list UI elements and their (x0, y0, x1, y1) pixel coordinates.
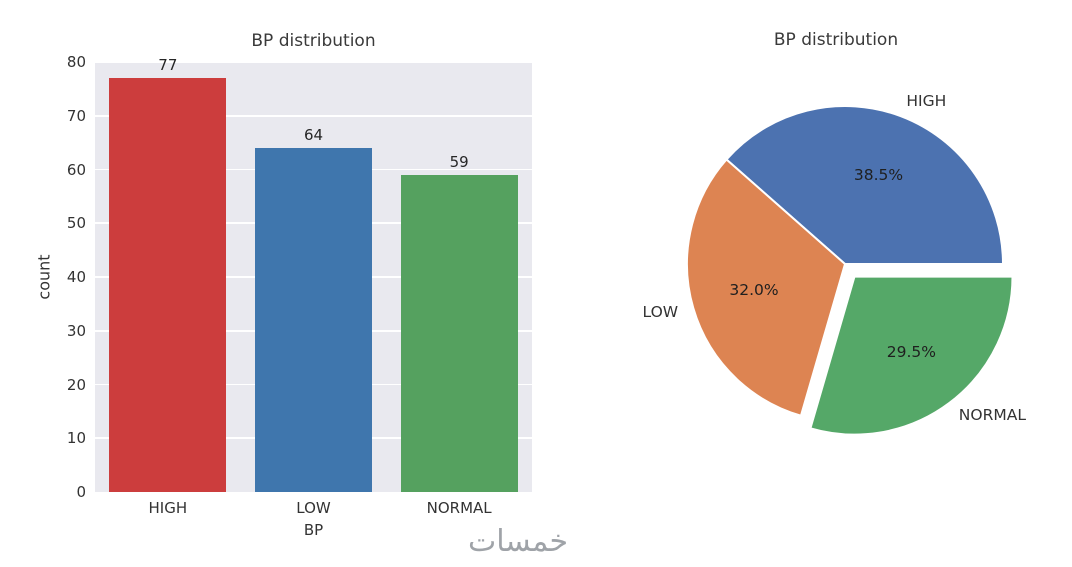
x-tick-label: NORMAL (426, 499, 492, 517)
bar-x-axis-label: BP (303, 521, 324, 539)
y-tick-label: 30 (66, 321, 86, 340)
pie-chart-title: BP distribution (773, 30, 899, 50)
bar-plot-area (95, 61, 532, 492)
bar-chart-panel: BP distribution count 77 64 59 HIGH LOW NORM… (35, 31, 532, 539)
pie-slice-label: LOW (642, 303, 678, 321)
pie-slice-label: NORMAL (959, 406, 1027, 424)
pie-slice-high (725, 104, 1004, 265)
pie-percent-label: 32.0% (729, 281, 778, 299)
pie-chart: 38.5% HIGH 32.0% LOW 29.5% NORMAL (642, 92, 1027, 436)
y-tick-label: 50 (66, 214, 86, 233)
pie-slice-low (686, 158, 846, 417)
bar-value-label: 77 (158, 56, 178, 75)
y-tick-label: 80 (66, 53, 86, 71)
y-tick-label: 10 (66, 429, 86, 448)
pie-percent-label: 38.5% (854, 166, 903, 184)
y-tick-label: 70 (66, 106, 86, 125)
bar-low (255, 148, 372, 492)
pie-slice-label: HIGH (906, 92, 946, 110)
pie-chart-panel: BP distribution 38.5% HIGH 32.0% LOW 29.5% NO… (600, 14, 1072, 534)
bar-chart-title: BP distribution (251, 31, 376, 51)
bar-normal (400, 174, 518, 492)
pie-percent-label: 29.5% (887, 343, 936, 361)
watermark: خمسات (467, 524, 569, 559)
y-tick-label: 0 (76, 483, 86, 501)
bar-value-label: 59 (449, 152, 469, 171)
gridline (95, 61, 532, 63)
x-tick-label: LOW (296, 499, 331, 517)
pie-slice-normal (809, 275, 1014, 436)
y-tick-label: 40 (66, 268, 86, 286)
bar-value-label: 64 (303, 126, 324, 144)
y-tick-label: 20 (66, 375, 86, 394)
y-tick-label: 60 (66, 160, 86, 179)
bar-high (109, 78, 227, 492)
x-tick-label: HIGH (148, 499, 188, 517)
gridline (95, 114, 532, 117)
